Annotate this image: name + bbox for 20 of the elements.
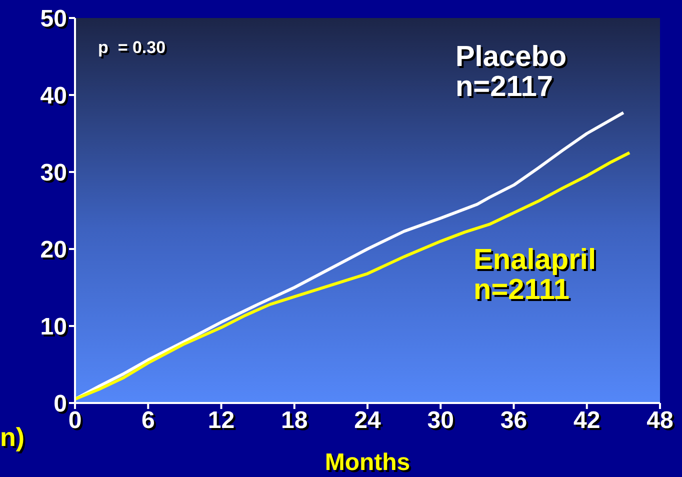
- y-tick-label: 10: [40, 314, 67, 341]
- annotation: n=2117: [455, 70, 554, 103]
- x-tick-label: 6: [141, 407, 155, 434]
- y-axis-title: n): [0, 422, 25, 453]
- y-tick-label: 20: [40, 236, 67, 264]
- y-tick-label: 40: [40, 82, 67, 110]
- x-tick-label: 12: [208, 407, 235, 434]
- annotation: p = 0.30: [98, 38, 166, 58]
- x-axis-title: Months: [324, 449, 412, 477]
- x-tick-label: 18: [281, 407, 308, 434]
- annotation: n=2111: [474, 274, 570, 306]
- x-tick-label: 24: [354, 407, 382, 434]
- y-tick-label: 30: [40, 160, 67, 187]
- x-tick-label: 48: [646, 407, 674, 434]
- y-tick-label: 50: [40, 6, 67, 33]
- series-label: Enalapril: [474, 244, 596, 276]
- x-tick-label: 42: [574, 407, 600, 434]
- x-tick-label: 36: [500, 407, 528, 434]
- x-tick-label: 30: [427, 407, 454, 434]
- text: Placebo: [455, 40, 567, 73]
